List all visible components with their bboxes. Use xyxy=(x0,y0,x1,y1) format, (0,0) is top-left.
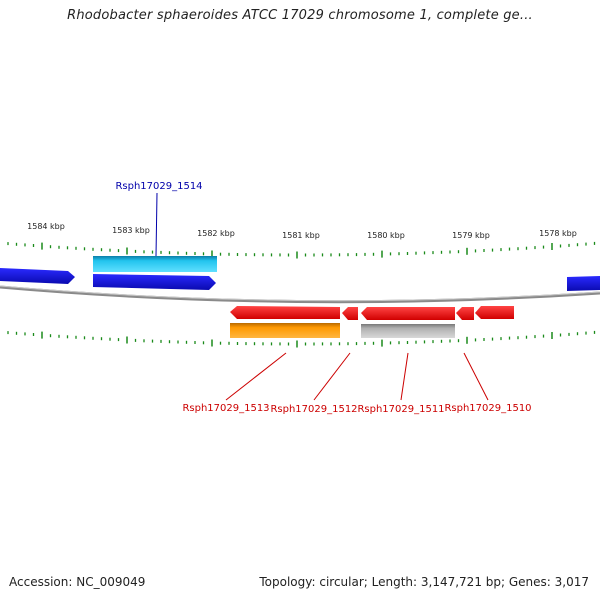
leader-line-1513 xyxy=(225,352,287,401)
gene-rsph17029-1512[interactable] xyxy=(342,307,358,320)
leader-line-1514 xyxy=(155,192,158,257)
tick-labels: 1584 kbp 1583 kbp 1582 kbp 1581 kbp 1580… xyxy=(27,222,577,240)
gene-left-edge[interactable] xyxy=(0,268,75,284)
gene-rsph17029-1510b[interactable] xyxy=(475,306,514,319)
gene-right-edge[interactable] xyxy=(567,276,600,291)
gene-rsph17029-1513[interactable] xyxy=(230,306,340,319)
lower-tick-marks xyxy=(7,330,596,348)
tick-label-1583: 1583 kbp xyxy=(112,226,150,235)
gene-rsph17029-1514[interactable] xyxy=(93,274,216,290)
accession-text: Accession: NC_009049 xyxy=(9,575,146,589)
genome-backbone xyxy=(0,285,600,304)
upper-tick-marks xyxy=(7,241,596,259)
gene-rsph17029-1513-cds[interactable] xyxy=(230,323,340,338)
gene-rsph17029-1511[interactable] xyxy=(361,307,455,320)
gene-label-rsph17029-1513[interactable]: Rsph17029_1513 xyxy=(182,403,269,414)
genome-summary-text: Topology: circular; Length: 3,147,721 bp… xyxy=(259,575,589,589)
leader-line-1511 xyxy=(400,352,409,401)
tick-label-1584: 1584 kbp xyxy=(27,222,65,231)
tick-label-1581: 1581 kbp xyxy=(282,231,320,240)
gene-label-rsph17029-1511[interactable]: Rsph17029_1511 xyxy=(357,404,444,415)
leader-line-1512 xyxy=(313,352,351,401)
tick-label-1582: 1582 kbp xyxy=(197,229,235,238)
map-title: Rhodobacter sphaeroides ATCC 17029 chrom… xyxy=(67,8,533,23)
gene-label-rsph17029-1510[interactable]: Rsph17029_1510 xyxy=(444,403,531,414)
gene-label-rsph17029-1514[interactable]: Rsph17029_1514 xyxy=(115,181,202,192)
gene-rsph17029-1514-cds[interactable] xyxy=(93,256,217,272)
leader-line-1510 xyxy=(463,352,489,401)
tick-label-1579: 1579 kbp xyxy=(452,231,490,240)
tick-label-1578: 1578 kbp xyxy=(539,229,577,238)
tick-label-1580: 1580 kbp xyxy=(367,231,405,240)
gene-label-rsph17029-1512[interactable]: Rsph17029_1512 xyxy=(270,404,357,415)
gene-rsph17029-1510a[interactable] xyxy=(456,307,474,320)
gene-rsph17029-1511-cds[interactable] xyxy=(361,324,455,338)
